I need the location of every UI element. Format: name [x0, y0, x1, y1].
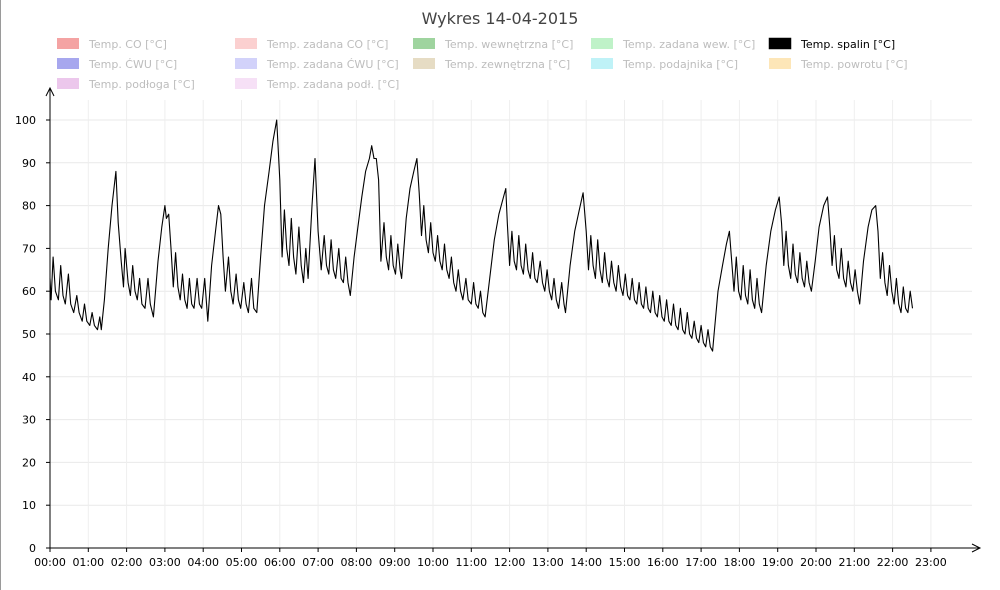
legend-item: Temp. CO [°C]	[57, 38, 167, 51]
x-tick-label: 18:00	[724, 556, 756, 569]
x-tick-label: 08:00	[341, 556, 373, 569]
legend-label: Temp. spalin [°C]	[800, 38, 895, 51]
x-tick-label: 21:00	[838, 556, 870, 569]
legend-label: Temp. ĆWU [°C]	[88, 58, 177, 71]
legend-swatch	[57, 58, 79, 69]
legend-label: Temp. podłoga [°C]	[88, 78, 195, 91]
legend-swatch	[57, 78, 79, 89]
legend-item: Temp. podajnika [°C]	[591, 58, 738, 71]
legend-label: Temp. zadana podł. [°C]	[266, 78, 399, 91]
y-axis-arrow	[45, 86, 55, 97]
legend-swatch	[413, 58, 435, 69]
legend-label: Temp. CO [°C]	[88, 38, 167, 51]
y-tick-label: 80	[22, 200, 36, 213]
x-tick-label: 02:00	[111, 556, 143, 569]
legend-label: Temp. wewnętrzna [°C]	[444, 38, 573, 51]
y-tick-label: 60	[22, 285, 36, 298]
x-tick-label: 05:00	[226, 556, 258, 569]
legend-swatch	[768, 37, 792, 50]
legend-item: Temp. podłoga [°C]	[57, 78, 195, 91]
y-tick-label: 40	[22, 371, 36, 384]
x-tick-label: 03:00	[149, 556, 181, 569]
legend-label: Temp. zadana CO [°C]	[266, 38, 388, 51]
legend-swatch	[591, 58, 613, 69]
x-tick-label: 13:00	[532, 556, 564, 569]
legend-swatch	[57, 38, 79, 49]
y-tick-label: 90	[22, 157, 36, 170]
x-tick-label: 10:00	[417, 556, 449, 569]
legend-item: Temp. ĆWU [°C]	[57, 58, 177, 71]
window-border	[0, 0, 1, 590]
x-tick-label: 19:00	[762, 556, 794, 569]
y-tick-label: 100	[15, 114, 36, 127]
legend-item: Temp. zadana wew. [°C]	[591, 38, 755, 51]
y-tick-label: 50	[22, 328, 36, 341]
series-layer	[49, 119, 914, 352]
legend-swatch	[769, 58, 791, 69]
legend: Temp. CO [°C] Temp. zadana CO [°C] Temp. w…	[57, 37, 908, 91]
legend-label: Temp. zewnętrzna [°C]	[444, 58, 570, 71]
legend-item: Temp. wewnętrzna [°C]	[413, 38, 573, 51]
x-tick-label: 09:00	[379, 556, 411, 569]
x-tick-label: 20:00	[800, 556, 832, 569]
legend-label: Temp. zadana wew. [°C]	[622, 38, 755, 51]
y-tick-label: 70	[22, 242, 36, 255]
x-tick-label: 11:00	[455, 556, 487, 569]
y-tick-label: 10	[22, 499, 36, 512]
x-tick-label: 22:00	[877, 556, 909, 569]
legend-swatch	[235, 38, 257, 49]
axes	[45, 86, 982, 553]
legend-label: Temp. podajnika [°C]	[622, 58, 738, 71]
x-tick-label: 00:00	[34, 556, 66, 569]
x-tick-label: 12:00	[494, 556, 526, 569]
legend-item: Temp. powrotu [°C]	[769, 58, 908, 71]
legend-item: Temp. zadana podł. [°C]	[235, 78, 399, 91]
legend-label: Temp. powrotu [°C]	[800, 58, 908, 71]
x-tick-label: 16:00	[647, 556, 679, 569]
tick-labels: 0 10 20 30 40 50 60 70 80 90 100 00:00 01:00 02:00 03:…	[15, 114, 947, 569]
legend-item: Temp. spalin [°C]	[768, 37, 895, 51]
x-tick-label: 15:00	[609, 556, 641, 569]
x-tick-label: 17:00	[685, 556, 717, 569]
x-axis-arrow	[971, 543, 982, 553]
legend-item: Temp. zadana CO [°C]	[235, 38, 388, 51]
legend-swatch	[235, 58, 257, 69]
x-tick-label: 06:00	[264, 556, 296, 569]
series-line-temp-spalin	[49, 119, 914, 352]
legend-label: Temp. zadana ĆWU [°C]	[266, 58, 399, 71]
x-tick-label: 01:00	[72, 556, 104, 569]
x-tick-label: 14:00	[570, 556, 602, 569]
grid-lines	[50, 100, 972, 548]
legend-swatch	[591, 38, 613, 49]
chart-title: Wykres 14-04-2015	[422, 9, 579, 28]
legend-item: Temp. zadana ĆWU [°C]	[235, 58, 399, 71]
legend-swatch	[413, 38, 435, 49]
legend-item: Temp. zewnętrzna [°C]	[413, 58, 570, 71]
legend-swatch	[235, 78, 257, 89]
y-tick-label: 20	[22, 456, 36, 469]
x-tick-label: 07:00	[302, 556, 334, 569]
x-tick-label: 04:00	[187, 556, 219, 569]
x-tick-label: 23:00	[915, 556, 947, 569]
y-tick-label: 0	[29, 542, 36, 555]
y-tick-label: 30	[22, 414, 36, 427]
